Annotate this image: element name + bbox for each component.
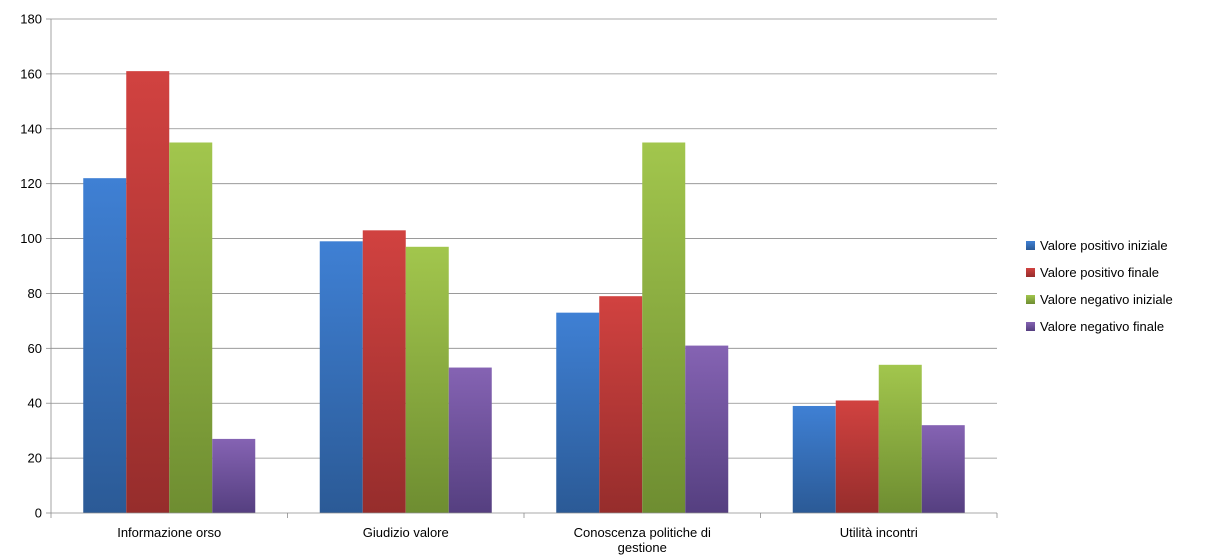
bar (685, 345, 729, 513)
bar (169, 142, 213, 513)
legend-swatch (1026, 322, 1035, 331)
x-category-label: Giudizio valore (363, 525, 449, 540)
bar (921, 425, 965, 513)
legend-item: Valore negativo iniziale (1026, 286, 1211, 313)
bar (126, 71, 170, 514)
bar (835, 400, 879, 513)
x-category-label: Utilità incontri (840, 525, 918, 540)
y-tick-label: 160 (20, 66, 42, 81)
bar (362, 230, 406, 514)
bar (212, 438, 256, 513)
bars (83, 71, 965, 514)
bar (83, 178, 127, 513)
x-category-label: Conoscenza politiche di gestione (574, 525, 711, 555)
legend-label: Valore negativo finale (1040, 319, 1165, 334)
y-tick-label: 100 (20, 231, 42, 246)
legend: Valore positivo iniziale Valore positivo … (1026, 232, 1211, 340)
y-tick-label: 180 (20, 12, 42, 27)
legend-label: Valore positivo iniziale (1040, 238, 1168, 253)
bar (878, 364, 922, 513)
bar (448, 367, 492, 513)
legend-label: Valore positivo finale (1040, 265, 1159, 280)
bar (556, 312, 600, 513)
legend-swatch (1026, 295, 1035, 304)
bar (599, 296, 643, 513)
y-tick-label: 20 (28, 451, 42, 466)
legend-item: Valore positivo iniziale (1026, 232, 1211, 259)
y-tick-label: 140 (20, 121, 42, 136)
y-tick-label: 80 (28, 286, 42, 301)
bar (405, 246, 449, 514)
y-tick-label: 40 (28, 396, 42, 411)
y-tick-label: 0 (35, 506, 42, 521)
y-tick-label: 60 (28, 341, 42, 356)
bar (792, 405, 836, 513)
axes: 0 20 40 60 80 100 120 140 160 180 Informazione ors… (20, 12, 998, 555)
x-category-label: Informazione orso (117, 525, 221, 540)
chart-plot-area: 0 20 40 60 80 100 120 140 160 180 Informazione ors… (20, 12, 998, 555)
y-tick-label: 120 (20, 176, 42, 191)
legend-label: Valore negativo iniziale (1040, 292, 1173, 307)
bar (642, 142, 686, 513)
legend-item: Valore negativo finale (1026, 313, 1211, 340)
legend-swatch (1026, 241, 1035, 250)
legend-item: Valore positivo finale (1026, 259, 1211, 286)
bar (319, 241, 363, 514)
legend-swatch (1026, 268, 1035, 277)
